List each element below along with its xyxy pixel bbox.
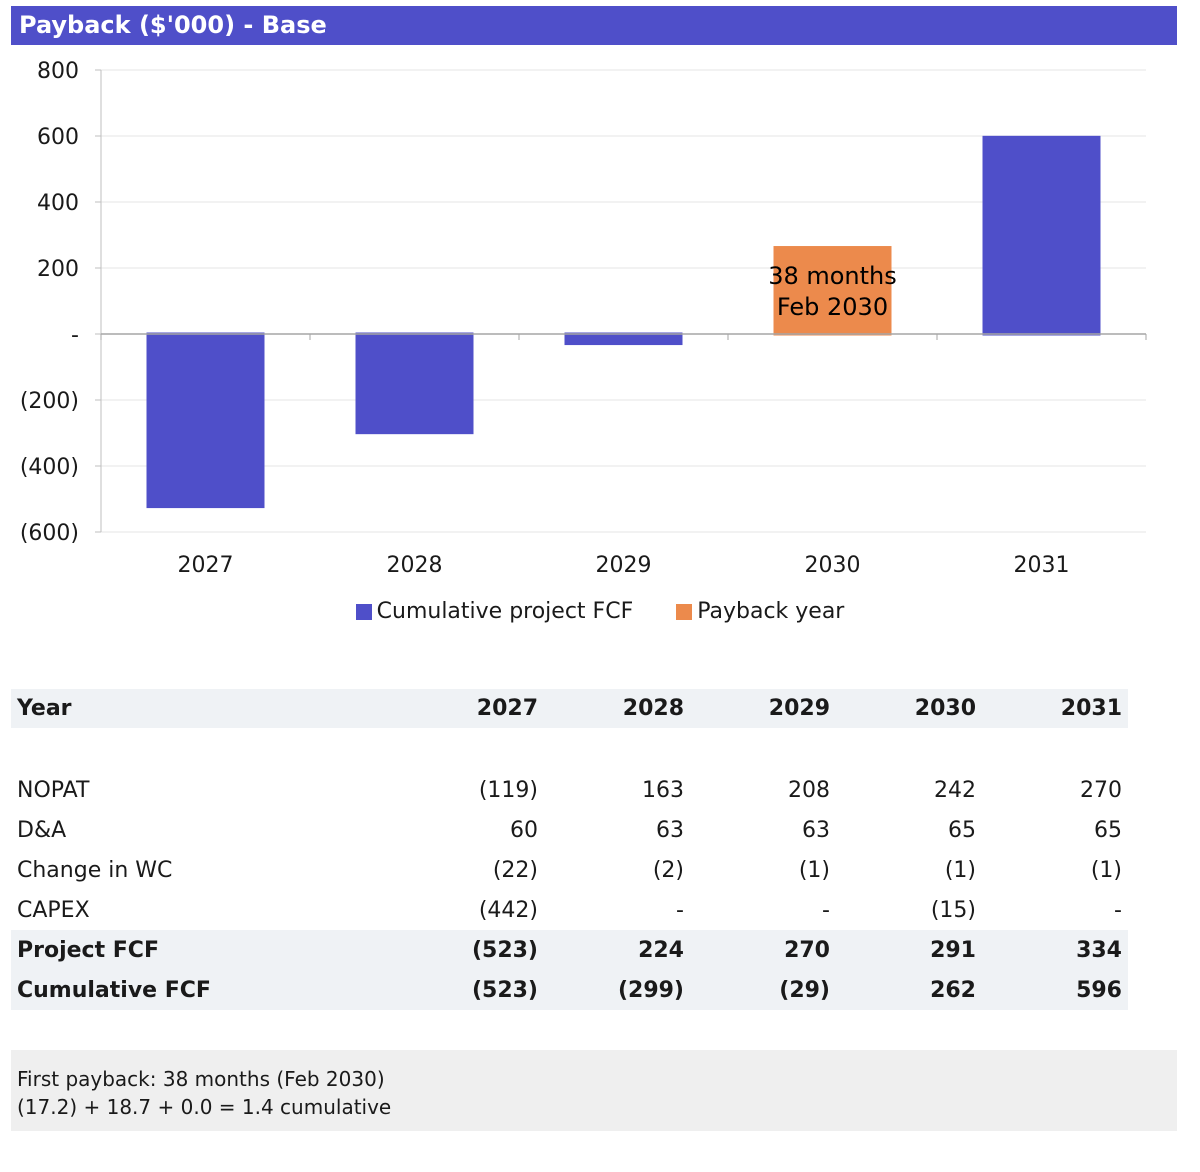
table-cell: (523): [398, 970, 544, 1010]
x-tick-label: 2029: [596, 553, 652, 578]
y-tick-label: 200: [37, 257, 79, 282]
table-cell: 65: [1094, 817, 1122, 843]
chart-title: Payback ($'000) - Base: [11, 6, 1177, 45]
table-row: Change in WC (22) (2) (1) (1) (1): [11, 850, 1128, 890]
legend-label-payback-year: Payback year: [697, 599, 845, 624]
table-cell: -: [676, 897, 684, 923]
legend-label-cumulative-fcf: Cumulative project FCF: [376, 599, 634, 624]
table-cell: (2): [652, 857, 684, 883]
table-header-row: Year 2027 2028 2029 2030 2031: [11, 689, 1128, 728]
table-row-total: Cumulative FCF (523) (299) (29) 262 596: [11, 970, 1128, 1010]
legend-item-payback-year: Payback year: [676, 599, 844, 624]
row-label: Change in WC: [17, 857, 173, 883]
payback-table: Year 2027 2028 2029 2030 2031 NOPAT (119…: [11, 689, 1128, 1010]
table-cell: (29): [690, 970, 836, 1010]
table-cell: 224: [544, 930, 690, 970]
table-cell: (22): [492, 857, 538, 883]
table-cell: (523): [398, 930, 544, 970]
note-line: First payback: 38 months (Feb 2030): [17, 1067, 385, 1091]
table-header-label: Year: [11, 689, 398, 728]
table-cell: 596: [982, 970, 1128, 1010]
chart-legend: Cumulative project FCF Payback year: [0, 599, 1200, 626]
bar-2027: [146, 332, 265, 509]
payback-chart: 800 600 400 200 - (200) (400) (600) 2027 2028 2029…: [20, 59, 1147, 578]
x-tick-label: 2027: [178, 553, 234, 578]
bar-2028: [355, 332, 474, 435]
table-spacer-row: [11, 728, 1128, 770]
table-cell: 262: [836, 970, 982, 1010]
y-tick-label: -: [71, 323, 79, 348]
payback-annotation-line: Feb 2030: [777, 293, 888, 321]
y-tick-label: 600: [37, 125, 79, 150]
table-cell: (1): [1090, 857, 1122, 883]
table-row: NOPAT (119) 163 208 242 270: [11, 770, 1128, 810]
table-cell: (299): [544, 970, 690, 1010]
table-row: D&A 60 63 63 65 65: [11, 810, 1128, 850]
x-tick-label: 2028: [387, 553, 443, 578]
table-cell: 63: [656, 817, 684, 843]
note-line: (17.2) + 18.7 + 0.0 = 1.4 cumulative: [17, 1095, 392, 1119]
table-cell: (1): [798, 857, 830, 883]
table-cell: 291: [836, 930, 982, 970]
table-cell: 270: [1080, 777, 1122, 803]
bar-2029: [564, 332, 683, 346]
table-cell: -: [822, 897, 830, 923]
row-label: Cumulative FCF: [11, 970, 398, 1010]
table-cell: 334: [982, 930, 1128, 970]
payback-annotation-line: 38 months: [768, 262, 897, 290]
y-tick-label: (400): [20, 455, 79, 480]
row-label: CAPEX: [17, 897, 90, 923]
table-row-total: Project FCF (523) 224 270 291 334: [11, 930, 1128, 970]
table-cell: 60: [510, 817, 538, 843]
y-tick-label: 400: [37, 191, 79, 216]
table-cell: (119): [478, 777, 538, 803]
table-header-cell: 2028: [544, 689, 690, 728]
table-header-cell: 2027: [398, 689, 544, 728]
table-cell: 163: [642, 777, 684, 803]
y-tick-label: (200): [20, 389, 79, 414]
table-cell: (15): [930, 897, 976, 923]
row-label: D&A: [17, 817, 67, 843]
y-tick-label: 800: [37, 59, 79, 84]
table-cell: (1): [944, 857, 976, 883]
table-header-cell: 2031: [982, 689, 1128, 728]
x-tick-label: 2030: [805, 553, 861, 578]
table-cell: (442): [478, 897, 538, 923]
bar-2030: [773, 246, 892, 336]
table-header-cell: 2029: [690, 689, 836, 728]
table-header-cell: 2030: [836, 689, 982, 728]
bar-2031: [982, 135, 1101, 336]
payback-note: First payback: 38 months (Feb 2030) (17.…: [11, 1050, 1177, 1131]
table-cell: 242: [934, 777, 976, 803]
table-cell: 208: [788, 777, 830, 803]
x-tick-label: 2031: [1014, 553, 1070, 578]
table-cell: 63: [802, 817, 830, 843]
table-cell: 65: [948, 817, 976, 843]
table-cell: 270: [690, 930, 836, 970]
row-label: Project FCF: [11, 930, 398, 970]
y-tick-label: (600): [20, 521, 79, 546]
legend-swatch-cumulative-fcf: [355, 603, 372, 620]
table-cell: -: [1114, 897, 1122, 923]
table-row: CAPEX (442) - - (15) -: [11, 890, 1128, 930]
legend-swatch-payback-year: [676, 603, 693, 620]
row-label: NOPAT: [17, 777, 90, 803]
legend-item-cumulative-fcf: Cumulative project FCF: [355, 599, 634, 624]
